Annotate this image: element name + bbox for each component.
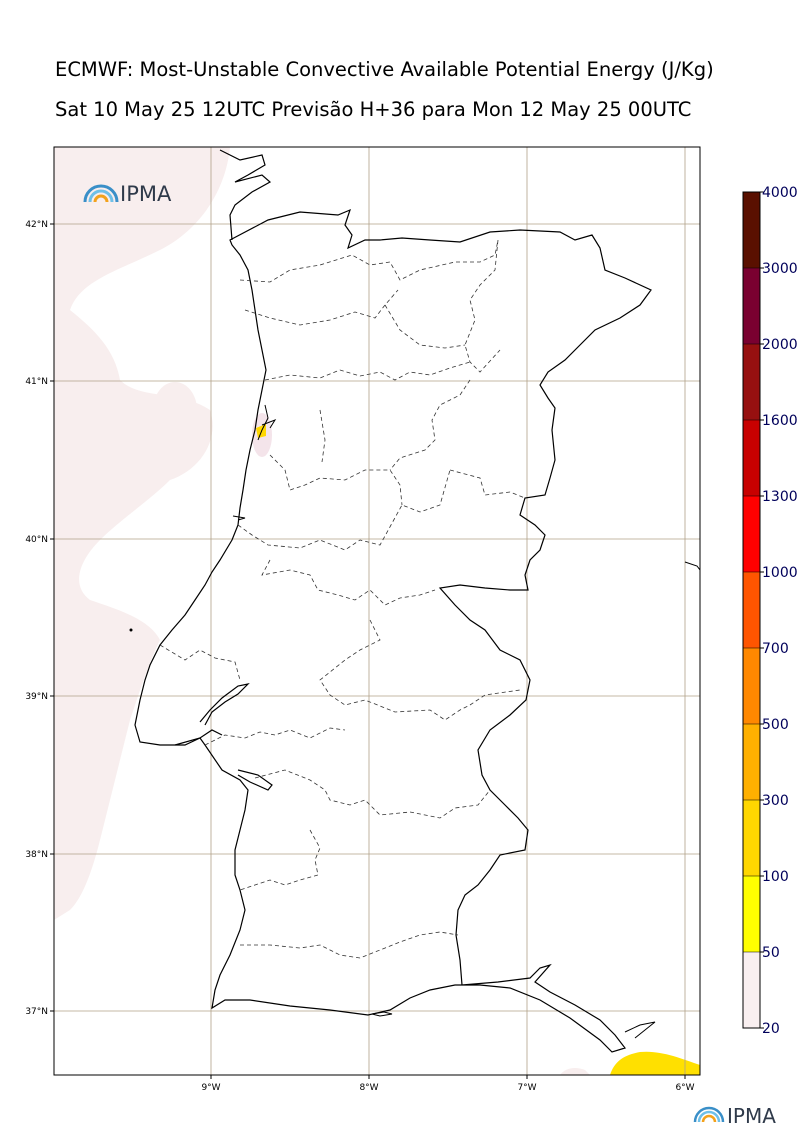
- map-grid: [54, 147, 700, 1075]
- galicia-coast: [219, 149, 272, 241]
- lon-tick-label: 9°W: [201, 1083, 220, 1093]
- sado-estuary: [237, 769, 273, 791]
- colorbar-swatch: [743, 192, 760, 268]
- ipma-rainbow-icon: [693, 1106, 725, 1123]
- district-border: [464, 239, 501, 373]
- colorbar-label: 20: [762, 1021, 780, 1037]
- lon-tick-label: 8°W: [359, 1083, 378, 1093]
- district-border: [239, 829, 321, 891]
- colorbar-label: 500: [762, 717, 789, 733]
- district-border: [239, 239, 499, 283]
- lon-tick-label: 6°W: [675, 1083, 694, 1093]
- ipma-logo-text: IPMA: [120, 182, 172, 206]
- district-border: [244, 289, 399, 326]
- colorbar-frame: [742, 191, 761, 1029]
- colorbar-swatch: [743, 648, 760, 724]
- portugal-outline: [134, 208, 652, 1053]
- ipma-logo-text: IPMA: [727, 1104, 776, 1128]
- cape-area-southeast-pink: [560, 1067, 590, 1075]
- colorbar-swatch: [743, 496, 760, 572]
- colorbar-label: 4000: [762, 185, 798, 201]
- colorbar-label: 100: [762, 869, 789, 885]
- district-border: [449, 469, 526, 499]
- colorbar: 20 50 100 300 500 700 1000 1300 1600 2000 3000 4000: [742, 185, 798, 1037]
- ipma-logo-footer: IPMA: [693, 1104, 776, 1128]
- colorbar-label: 1000: [762, 565, 798, 581]
- cadiz-coast: [624, 1021, 656, 1039]
- lat-tick-label: 41°N: [25, 377, 48, 387]
- cape-area-southeast: [610, 1051, 700, 1075]
- ria-formosa: [371, 1011, 393, 1017]
- berlengas-islet: [129, 628, 133, 632]
- district-border: [240, 931, 459, 959]
- colorbar-label: 50: [762, 945, 780, 961]
- lon-tick-label: 7°W: [517, 1083, 536, 1093]
- district-border: [389, 379, 471, 471]
- district-border: [319, 409, 326, 463]
- colorbar-swatch: [743, 268, 760, 344]
- district-border: [319, 619, 521, 721]
- colorbar-swatch: [743, 572, 760, 648]
- colorbar-swatch: [743, 344, 760, 420]
- cape-shading-offshore: [54, 147, 230, 920]
- district-border: [254, 769, 491, 819]
- colorbar-label: 3000: [762, 261, 798, 277]
- colorbar-label: 2000: [762, 337, 798, 353]
- colorbar-label: 1600: [762, 413, 798, 429]
- tagus-estuary: [174, 683, 250, 746]
- lat-tick-label: 37°N: [25, 1007, 48, 1017]
- district-border: [264, 361, 471, 381]
- lat-tick-label: 38°N: [25, 850, 48, 860]
- colorbar-swatch: [743, 800, 760, 876]
- district-border: [269, 454, 403, 506]
- district-border: [261, 559, 436, 606]
- cape-shading-blob: [153, 382, 197, 438]
- mondego-mouth: [232, 515, 246, 521]
- chart-title: ECMWF: Most-Unstable Convective Availabl…: [55, 58, 714, 81]
- aveiro-lagoon: [257, 404, 277, 441]
- colorbar-swatch: [743, 724, 760, 800]
- colorbar-label: 700: [762, 641, 789, 657]
- district-borders: [159, 239, 526, 959]
- colorbar-swatch: [743, 952, 760, 1028]
- ipma-rainbow-icon: [83, 184, 119, 203]
- forecast-subtitle: Sat 10 May 25 12UTC Previsão H+36 para M…: [55, 98, 692, 121]
- lat-tick-label: 42°N: [25, 220, 48, 230]
- ipma-logo-map: IPMA: [83, 182, 172, 206]
- spain-fragment: [684, 561, 700, 571]
- colorbar-swatch: [743, 876, 760, 952]
- district-border: [384, 304, 466, 349]
- district-border: [159, 644, 241, 681]
- colorbar-swatch: [743, 420, 760, 496]
- lat-tick-label: 39°N: [25, 692, 48, 702]
- map-area: [54, 147, 700, 1075]
- map-frame: [53, 146, 701, 1076]
- district-border: [204, 727, 346, 746]
- lat-tick-label: 40°N: [25, 535, 48, 545]
- colorbar-label: 1300: [762, 489, 798, 505]
- colorbar-label: 300: [762, 793, 789, 809]
